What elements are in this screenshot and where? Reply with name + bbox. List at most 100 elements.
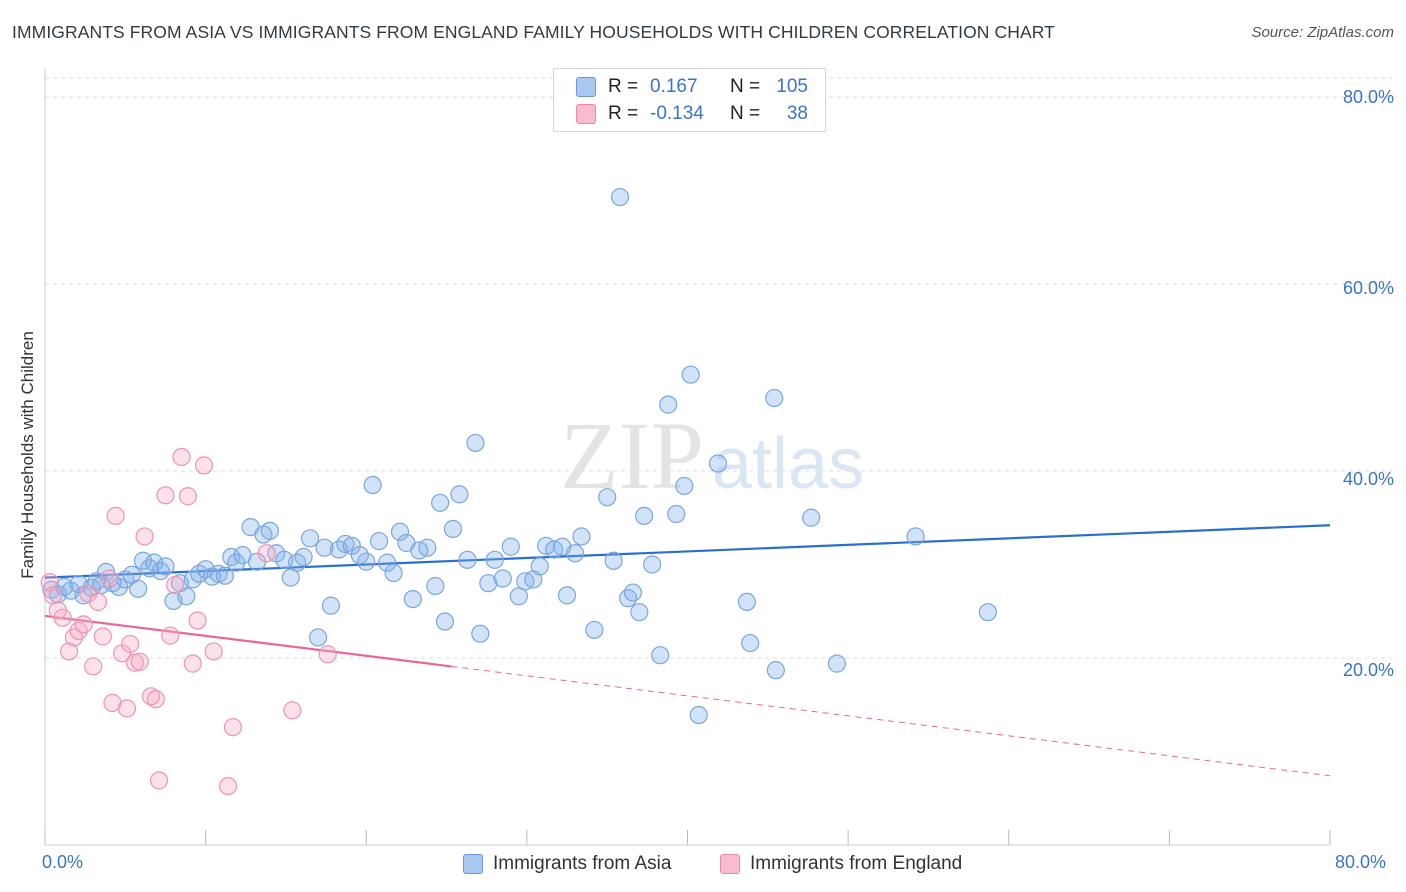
series-legend-swatch-asia bbox=[463, 854, 483, 874]
stats-legend: R = 0.167 N = 105 R = -0.134 N = 38 bbox=[553, 68, 826, 132]
point-asia bbox=[435, 612, 455, 631]
point-asia bbox=[598, 488, 617, 507]
watermark-atlas: atlas bbox=[712, 424, 864, 504]
point-asia bbox=[681, 365, 700, 384]
x-tick-label-min: 0.0% bbox=[42, 852, 84, 872]
series-legend-label-england: Immigrants from England bbox=[750, 853, 963, 874]
point-england bbox=[257, 544, 276, 563]
watermark-zip: ZIP bbox=[560, 402, 704, 509]
point-england bbox=[172, 447, 191, 467]
point-england bbox=[161, 626, 180, 645]
point-asia bbox=[524, 570, 543, 589]
y-tick-label-40: 40.0% bbox=[1342, 469, 1394, 489]
y-axis-label: Family Households with Children bbox=[18, 331, 37, 579]
point-asia bbox=[509, 587, 528, 606]
point-asia bbox=[741, 633, 760, 653]
point-asia bbox=[604, 551, 623, 570]
point-england bbox=[194, 456, 214, 475]
point-england bbox=[283, 701, 302, 720]
point-england bbox=[188, 611, 207, 630]
point-england bbox=[84, 657, 103, 676]
point-asia bbox=[675, 476, 694, 496]
series-legend-asia: Immigrants from Asia bbox=[463, 852, 671, 876]
trendline-england-extension bbox=[451, 665, 1331, 777]
point-asia bbox=[378, 553, 397, 572]
point-asia bbox=[827, 654, 846, 673]
point-asia bbox=[572, 527, 591, 546]
point-asia bbox=[350, 546, 369, 565]
point-asia bbox=[384, 563, 403, 583]
legend-r-value: -0.134 bbox=[650, 103, 704, 124]
point-asia bbox=[557, 586, 577, 605]
point-asia bbox=[466, 433, 485, 453]
point-england bbox=[223, 718, 243, 737]
point-england bbox=[106, 506, 125, 525]
point-asia bbox=[133, 551, 153, 570]
data-points bbox=[40, 187, 997, 796]
point-asia bbox=[403, 589, 422, 609]
point-asia bbox=[610, 187, 630, 207]
point-england bbox=[59, 642, 79, 661]
legend-r-value: 0.167 bbox=[650, 76, 698, 97]
watermark: ZIP atlas bbox=[560, 402, 864, 509]
point-asia bbox=[501, 537, 520, 556]
point-asia bbox=[623, 583, 642, 602]
point-england bbox=[53, 608, 72, 627]
point-england bbox=[141, 687, 161, 706]
point-asia bbox=[493, 569, 512, 588]
point-asia bbox=[222, 547, 241, 567]
legend-r-label: R = bbox=[608, 76, 639, 97]
point-england bbox=[146, 690, 165, 709]
point-asia bbox=[450, 485, 469, 504]
y-tick-label-20: 20.0% bbox=[1342, 660, 1394, 680]
point-england bbox=[204, 642, 223, 661]
legend-n-value: 38 bbox=[786, 103, 808, 124]
point-england bbox=[149, 771, 169, 790]
point-england bbox=[100, 569, 119, 588]
point-asia bbox=[129, 579, 148, 598]
point-asia bbox=[737, 592, 757, 612]
point-asia bbox=[530, 557, 549, 576]
point-england bbox=[178, 487, 198, 506]
y-tick-label-80: 80.0% bbox=[1342, 87, 1394, 107]
point-england bbox=[117, 699, 137, 718]
point-asia bbox=[215, 566, 234, 585]
y-tick-label-60: 60.0% bbox=[1342, 278, 1394, 298]
point-asia bbox=[357, 552, 376, 571]
point-asia bbox=[426, 576, 445, 596]
point-asia bbox=[618, 589, 638, 608]
legend-r-label: R = bbox=[608, 103, 639, 124]
point-asia bbox=[651, 646, 670, 665]
series-legend-swatch-england bbox=[720, 854, 740, 874]
point-asia bbox=[689, 705, 708, 725]
legend-n-label: N = bbox=[730, 76, 761, 97]
point-asia bbox=[766, 661, 785, 680]
legend-n-label: N = bbox=[730, 103, 761, 124]
point-asia bbox=[643, 555, 662, 574]
point-asia bbox=[140, 559, 159, 578]
point-asia bbox=[308, 628, 328, 647]
point-england bbox=[121, 634, 140, 654]
point-england bbox=[219, 776, 238, 796]
point-asia bbox=[479, 574, 498, 593]
point-asia bbox=[209, 564, 228, 583]
point-asia bbox=[227, 553, 246, 572]
point-asia bbox=[336, 534, 355, 554]
point-england bbox=[135, 527, 154, 546]
point-asia bbox=[281, 568, 300, 587]
point-asia bbox=[906, 527, 925, 546]
legend-row-england: R = -0.134 N = 38 bbox=[576, 102, 808, 126]
point-asia bbox=[630, 603, 649, 622]
trendline-england bbox=[44, 614, 452, 668]
legend-swatch-england bbox=[576, 104, 596, 124]
point-asia bbox=[315, 538, 334, 557]
point-asia bbox=[802, 508, 821, 527]
point-asia bbox=[565, 544, 585, 563]
series-legend-england: Immigrants from England bbox=[720, 852, 962, 876]
series-legend-label-asia: Immigrants from Asia bbox=[493, 853, 672, 874]
point-england bbox=[93, 627, 112, 646]
point-asia bbox=[708, 454, 728, 473]
chart-source: Source: ZipAtlas.com bbox=[1251, 24, 1394, 41]
point-asia bbox=[321, 596, 341, 615]
